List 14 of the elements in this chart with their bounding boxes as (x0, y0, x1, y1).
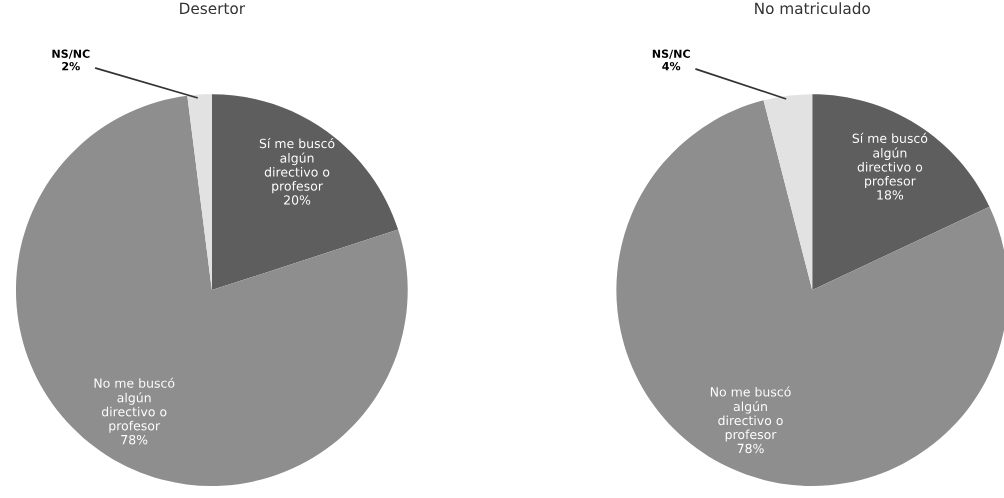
data-label: 18% (877, 190, 904, 200)
data-label: 4% (662, 61, 681, 71)
slice-label: No me buscó algún directivo o profesor (94, 377, 175, 433)
slice-label: No me buscó algún directivo o profesor (710, 386, 791, 442)
data-label: 78% (121, 434, 148, 445)
data-label: 20% (284, 195, 311, 205)
data-label: 2% (62, 61, 80, 71)
slice-label: Sí me buscó algún directivo o profesor (852, 132, 928, 189)
slice-label: NS/NC (652, 49, 690, 59)
slice-label: Sí me buscó algún directivo o profesor (259, 137, 335, 194)
chart-title: Desertor (180, 2, 246, 15)
slice-label: NS/NC (52, 49, 90, 59)
data-label: 78% (737, 443, 764, 454)
chart-title: No matriculado (755, 2, 870, 15)
